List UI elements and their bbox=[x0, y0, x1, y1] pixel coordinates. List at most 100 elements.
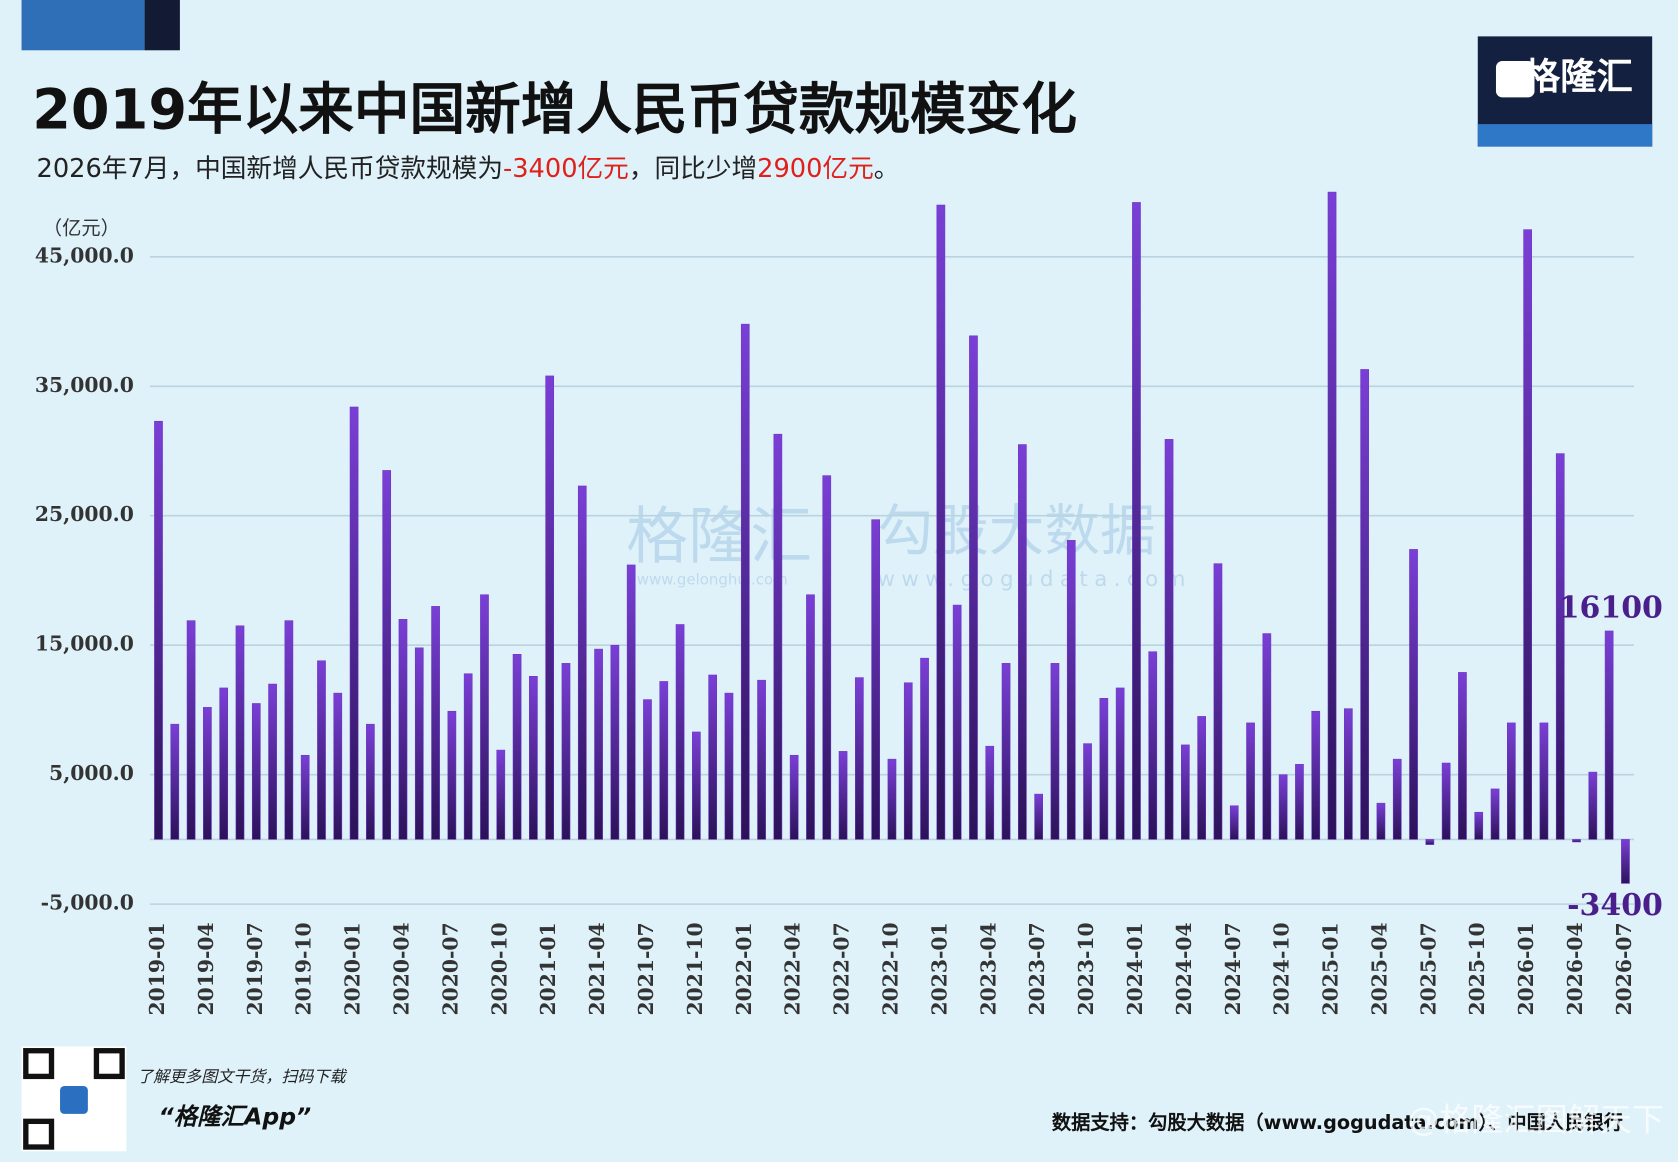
subtitle-part: 。 bbox=[874, 154, 900, 184]
subtitle-part: 2026年7月，中国新增人民币贷款规模为 bbox=[37, 154, 503, 184]
bar bbox=[333, 692, 343, 840]
bar bbox=[773, 433, 783, 840]
x-tick-label: 2026-04 bbox=[1563, 922, 1587, 1015]
x-tick-label: 2020-04 bbox=[389, 922, 413, 1015]
x-tick-label: 2022-07 bbox=[830, 922, 854, 1015]
bar bbox=[1001, 663, 1011, 840]
source: 数据支持：勾股大数据（www.gogudata.com）、中国人民银行 bbox=[1052, 1111, 1623, 1134]
bar bbox=[1376, 802, 1386, 840]
logo-band bbox=[1477, 124, 1653, 147]
bar bbox=[1197, 716, 1206, 840]
bar bbox=[1229, 805, 1239, 840]
bar bbox=[268, 683, 277, 840]
x-tick-label: 2026-01 bbox=[1514, 922, 1538, 1015]
bar bbox=[1115, 687, 1125, 840]
x-tick-label: 2023-04 bbox=[976, 922, 1000, 1015]
bar bbox=[675, 624, 685, 840]
chart-title: 2019年以来中国新增人民币贷款规模变化 bbox=[32, 78, 1077, 143]
bar bbox=[512, 653, 522, 840]
bar bbox=[414, 647, 424, 840]
bar bbox=[1507, 722, 1516, 840]
bar bbox=[382, 470, 392, 840]
subtitle: 2026年7月，中国新增人民币贷款规模为-3400亿元，同比少增2900亿元。 bbox=[37, 154, 900, 184]
x-tick-label: 2023-01 bbox=[927, 922, 951, 1015]
bar bbox=[659, 681, 669, 840]
bar bbox=[203, 707, 212, 840]
bar bbox=[1278, 774, 1288, 840]
bar bbox=[724, 692, 734, 840]
bar bbox=[1311, 710, 1321, 840]
bar bbox=[1262, 633, 1272, 840]
bar bbox=[1555, 453, 1565, 840]
x-tick-label: 2025-01 bbox=[1319, 922, 1343, 1015]
top-band bbox=[21, 0, 145, 51]
x-tick-label: 2022-04 bbox=[781, 922, 805, 1015]
bar bbox=[317, 660, 326, 840]
watermark: www.gogudata.com bbox=[878, 567, 1192, 592]
bar bbox=[366, 723, 375, 840]
qr-logo bbox=[60, 1086, 88, 1114]
bar bbox=[920, 657, 929, 840]
subtitle-part: -3400亿元 bbox=[503, 154, 629, 184]
bar bbox=[1360, 369, 1369, 840]
bar bbox=[463, 673, 473, 840]
x-tick-label: 2024-10 bbox=[1270, 922, 1294, 1015]
bar bbox=[1409, 549, 1418, 840]
x-tick-label: 2019-07 bbox=[243, 922, 267, 1015]
bar bbox=[1066, 540, 1076, 840]
bar bbox=[561, 663, 571, 840]
subtitle-part: ，同比少增 bbox=[629, 154, 757, 184]
x-tick-label: 2019-04 bbox=[194, 922, 218, 1015]
bar bbox=[431, 606, 440, 840]
bar bbox=[838, 751, 848, 840]
bar bbox=[822, 475, 832, 840]
bar bbox=[1474, 811, 1484, 840]
bar bbox=[740, 323, 750, 840]
value-label: -3400 bbox=[1567, 888, 1663, 923]
bar bbox=[1458, 672, 1467, 840]
bar bbox=[626, 564, 636, 840]
bar bbox=[1327, 191, 1337, 840]
bar bbox=[1490, 788, 1500, 840]
watermark: 勾股大数据 bbox=[878, 499, 1156, 564]
bar bbox=[170, 723, 180, 840]
logo: 格隆汇 bbox=[1524, 55, 1633, 98]
bar bbox=[692, 731, 701, 840]
bar bbox=[1621, 839, 1630, 884]
x-tick-label: 2021-10 bbox=[683, 922, 707, 1015]
bar bbox=[1213, 563, 1223, 840]
bar bbox=[936, 204, 946, 840]
watermarks: 格隆汇 www.gelonghui.com 勾股大数据 www.gogudata… bbox=[626, 499, 1192, 592]
bar bbox=[1441, 762, 1451, 840]
x-tick-label: 2020-07 bbox=[438, 922, 462, 1015]
watermark: www.gelonghui.com bbox=[637, 570, 788, 588]
qr-finder bbox=[23, 1048, 55, 1080]
x-tick-label: 2024-01 bbox=[1123, 922, 1147, 1015]
bar bbox=[480, 594, 489, 840]
bar bbox=[708, 674, 718, 840]
qr-finder bbox=[23, 1118, 55, 1150]
bar bbox=[952, 604, 962, 840]
bar bbox=[871, 519, 880, 840]
y-tick-label: 45,000.0 bbox=[35, 243, 134, 267]
x-tick-label: 2020-10 bbox=[487, 922, 511, 1015]
bar bbox=[1392, 758, 1402, 840]
value-label: 16100 bbox=[1559, 591, 1663, 626]
y-tick-label: 25,000.0 bbox=[35, 502, 134, 526]
bar bbox=[1050, 663, 1060, 840]
y-tick-label: 15,000.0 bbox=[35, 632, 134, 656]
weibo-watermark: @格隆汇图解天下 bbox=[1407, 1100, 1664, 1138]
bar bbox=[219, 687, 229, 840]
bar bbox=[789, 754, 799, 840]
subtitle-part: 2900亿元 bbox=[757, 154, 874, 184]
y-tick-label: 5,000.0 bbox=[49, 761, 134, 785]
bar bbox=[154, 420, 163, 840]
bar bbox=[284, 620, 294, 840]
bar bbox=[806, 594, 815, 840]
x-tick-label: 2024-04 bbox=[1172, 922, 1196, 1015]
bar bbox=[969, 335, 978, 840]
x-tick-label: 2022-10 bbox=[878, 922, 902, 1015]
